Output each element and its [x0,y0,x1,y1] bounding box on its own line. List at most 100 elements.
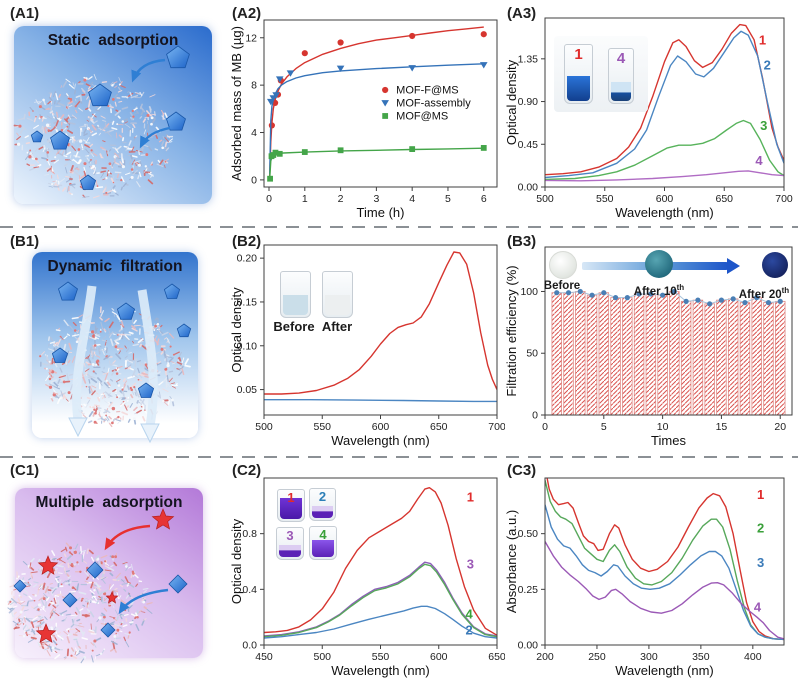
mof-strut [81,146,86,150]
mof-strut [124,96,129,99]
mof-strut [173,351,180,356]
dye-star-icon [105,591,119,604]
mof-atom [144,165,147,168]
mof-strut [119,614,123,620]
mof-strut [41,362,50,367]
y-tick-label: 0.20 [237,253,258,265]
efficiency-dot [589,292,595,298]
mof-strut [131,155,138,158]
mof-strut [108,401,114,408]
mof-strut [59,367,63,373]
mof-strut [57,364,60,367]
mof-strut [57,397,61,404]
mof-strut [79,611,82,619]
mof-strut [59,559,66,564]
y-tick-label: 0.05 [237,384,258,396]
mof-strut [66,555,72,560]
mof-strut [55,627,59,631]
mof-strut [86,608,91,613]
mof-atom [120,178,123,182]
mof-atom [54,606,57,609]
mof-atom [18,594,21,597]
panel-label-b1: (B1) [10,233,40,250]
mof-strut [37,615,43,621]
mof-strut [96,355,101,358]
mof-strut [168,377,173,383]
mof-strut [61,610,68,614]
mof-strut [156,163,164,168]
mof-atom [117,415,120,419]
mof-atom [78,139,83,143]
mof-strut [76,597,81,601]
dynamic-filtration-title: Dynamic filtration [47,258,183,275]
mof-strut [33,124,39,129]
y-tick-label: 0.00 [518,182,539,194]
mof-strut [79,94,82,102]
mof-strut [142,118,147,123]
mof-strut [138,374,143,379]
mof-strut [75,629,81,634]
mof-strut [42,125,44,134]
mof-strut [76,652,81,656]
mof-strut [167,383,171,388]
mof-strut [38,597,43,602]
mof-strut [91,655,94,663]
mof-strut [60,114,65,120]
mof-atom [105,379,108,383]
mof-strut [118,134,123,138]
efficiency-bar [669,291,680,415]
vial-after [322,271,353,318]
mof-atom [107,420,110,424]
x-tick-label: 650 [430,421,448,433]
mof-strut [135,162,137,167]
mof-atom [39,355,42,358]
mof-strut [146,602,153,605]
mof-atom [116,123,119,126]
x-tick-label: 10 [657,421,669,433]
efficiency-dot [718,297,725,303]
mof-strut [168,370,174,373]
mof-strut [114,609,119,616]
mof-atom [125,565,128,568]
mof-cluster [13,73,174,199]
y-tick-label: 0.25 [518,584,539,596]
mof-strut [63,121,68,125]
x-tick-label: 200 [536,651,554,663]
mof-strut [48,383,56,387]
mof-strut [104,569,112,572]
mof-strut [98,561,102,569]
series-line-1 [264,487,497,636]
dye-diamond-icon [168,574,188,594]
mof-atom [93,588,96,592]
mof-strut [121,106,129,110]
mof-strut [83,166,86,173]
curve-number-label: 3 [467,556,474,571]
series-line-3 [545,504,784,641]
mof-strut [33,633,39,636]
y-tick-label: 0.15 [237,296,258,308]
mof-strut [134,166,142,170]
mof-strut [92,152,98,157]
mof-strut [135,623,140,632]
mof-strut [84,144,91,148]
mof-strut [68,100,74,105]
mof-strut [119,401,126,407]
mof-atom [22,634,26,638]
mof-strut [92,344,95,350]
mof-strut [111,308,115,311]
mof-atom [132,115,135,118]
efficiency-dot [577,288,583,295]
cuvette-number: 1 [574,46,583,63]
mof-strut [56,184,60,191]
mof-atom [39,622,42,624]
mof-strut [110,338,114,347]
dye-pentagon-icon [163,283,181,299]
mof-strut [74,336,79,341]
mof-strut [77,625,85,628]
mof-strut [145,365,149,369]
y-tick-label: 0.0 [242,640,257,652]
mof-strut [169,141,173,143]
static-adsorption-title: Static adsorption [47,32,179,49]
mof-strut [178,367,183,370]
mof-strut [76,640,80,647]
